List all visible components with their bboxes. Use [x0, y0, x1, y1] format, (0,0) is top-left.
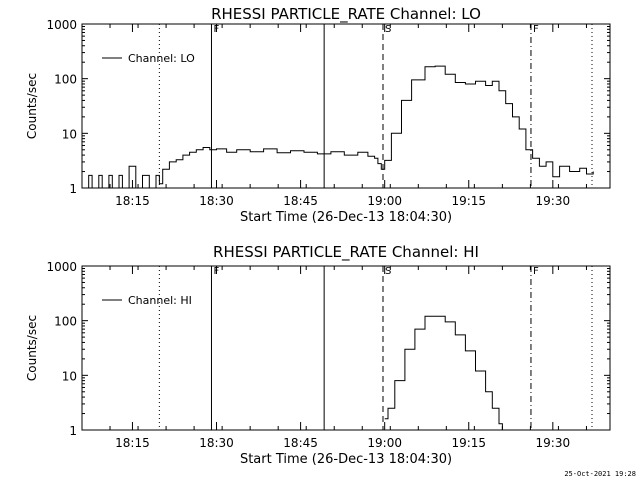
plot-frame — [81, 23, 611, 189]
y-tick-label: 1 — [69, 424, 77, 438]
event-marker-label: F — [533, 266, 539, 277]
x-tick-label: 18:15 — [115, 436, 150, 450]
y-tick-label: 100 — [54, 73, 77, 87]
y-tick-label: 1000 — [46, 260, 77, 274]
event-marker-label: S — [385, 24, 391, 35]
chart-panel-1: RHESSI PARTICLE_RATE Channel: LO Counts/s… — [25, 5, 611, 225]
x-tick-label: 19:30 — [536, 194, 571, 208]
x-tick-label: 18:45 — [283, 194, 318, 208]
legend-label: Channel: HI — [128, 294, 192, 307]
footer-timestamp: 25-Oct-2021 19:28 — [564, 470, 636, 478]
x-tick-label: 18:30 — [199, 436, 234, 450]
x-tick-label: 19:30 — [536, 436, 571, 450]
event-marker-label: F — [533, 24, 539, 35]
x-axis-label: Start Time (26-Dec-13 18:04:30) — [240, 210, 452, 225]
chart-title: RHESSI PARTICLE_RATE Channel: LO — [211, 5, 481, 24]
x-tick-label: 18:30 — [199, 194, 234, 208]
x-tick-label: 18:15 — [115, 194, 150, 208]
chart-title: RHESSI PARTICLE_RATE Channel: HI — [213, 243, 479, 262]
series-line — [82, 65, 594, 189]
y-tick-label: 10 — [62, 369, 77, 383]
event-marker-label: S — [385, 266, 391, 277]
y-axis-label: Counts/sec — [25, 315, 39, 381]
chart-panel-2: RHESSI PARTICLE_RATE Channel: HI Counts/s… — [25, 243, 611, 467]
y-tick-label: 1000 — [46, 18, 77, 32]
y-axis-label: Counts/sec — [25, 73, 39, 139]
x-tick-label: 19:15 — [451, 436, 486, 450]
y-tick-label: 10 — [62, 127, 77, 141]
y-tick-label: 100 — [54, 315, 77, 329]
x-tick-label: 19:15 — [451, 194, 486, 208]
event-marker-label: F — [213, 24, 219, 35]
x-tick-label: 19:00 — [367, 194, 402, 208]
x-tick-label: 19:00 — [367, 436, 402, 450]
event-marker-label: F — [213, 266, 219, 277]
x-tick-label: 18:45 — [283, 436, 318, 450]
legend-label: Channel: LO — [128, 52, 195, 65]
y-tick-label: 1 — [69, 182, 77, 196]
plot-frame — [81, 265, 611, 431]
series-line — [384, 315, 503, 430]
x-axis-label: Start Time (26-Dec-13 18:04:30) — [240, 452, 452, 467]
